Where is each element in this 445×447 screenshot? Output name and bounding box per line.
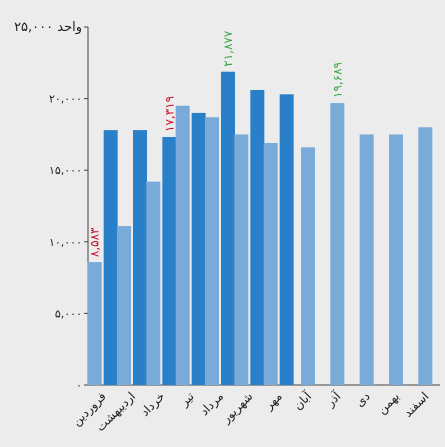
bar-series-2	[133, 130, 147, 385]
bar-series-1	[389, 134, 403, 385]
y-tick-label: ۲۰,۰۰۰	[49, 93, 82, 106]
data-label: ۱۷,۳۱۹	[162, 96, 176, 132]
data-label: ۱۹,۶۸۹	[330, 62, 344, 98]
bar-series-2	[221, 71, 235, 385]
bar-series-2	[162, 136, 177, 385]
data-label: ۲۱,۸۷۷	[221, 30, 235, 67]
y-tick-label: ۱۰,۰۰۰	[49, 236, 82, 249]
y-tick-label: ۵,۰۰۰	[55, 307, 82, 320]
bar-series-1	[330, 103, 345, 385]
bar-series-1	[87, 262, 102, 385]
data-label: ۸,۵۸۳	[88, 227, 102, 257]
bar-series-2	[103, 130, 118, 385]
bar-series-2	[191, 112, 206, 386]
x-tick-label: تیر	[177, 389, 198, 410]
bar-series-1	[205, 117, 219, 385]
bar-series-1	[146, 181, 161, 385]
x-tick-label: دی	[352, 389, 372, 409]
y-tick-label: ۲۵,۰۰۰ واحد	[14, 20, 82, 35]
bar-series-1	[301, 147, 315, 385]
bar-series-1	[418, 127, 433, 386]
bar-series-1	[175, 105, 190, 385]
bar-series-2	[279, 94, 294, 385]
x-tick-label: شهریور	[218, 389, 256, 427]
x-tick-label: آذر	[322, 388, 345, 411]
bar-series-1	[234, 134, 249, 385]
bar-series-1	[263, 142, 278, 385]
x-tick-label: خرداد	[138, 389, 168, 419]
x-tick-label: اسفند	[401, 389, 432, 420]
bars	[87, 71, 433, 386]
axes: ۰ ۵,۰۰۰ ۱۰,۰۰۰ ۱۵,۰۰۰ ۲۰,۰۰۰ ۲۵,۰۰۰ واحد	[14, 20, 440, 392]
y-tick-label: ۰	[76, 379, 82, 392]
y-tick-label: ۱۵,۰۰۰	[49, 164, 82, 177]
x-tick-label: بهمن	[375, 389, 403, 417]
bar-series-1	[359, 134, 374, 385]
bar-series-2	[250, 90, 265, 386]
x-tick-label: مهر	[261, 389, 285, 413]
bar-series-1	[117, 226, 131, 385]
x-tick-label: آبان	[290, 388, 315, 413]
